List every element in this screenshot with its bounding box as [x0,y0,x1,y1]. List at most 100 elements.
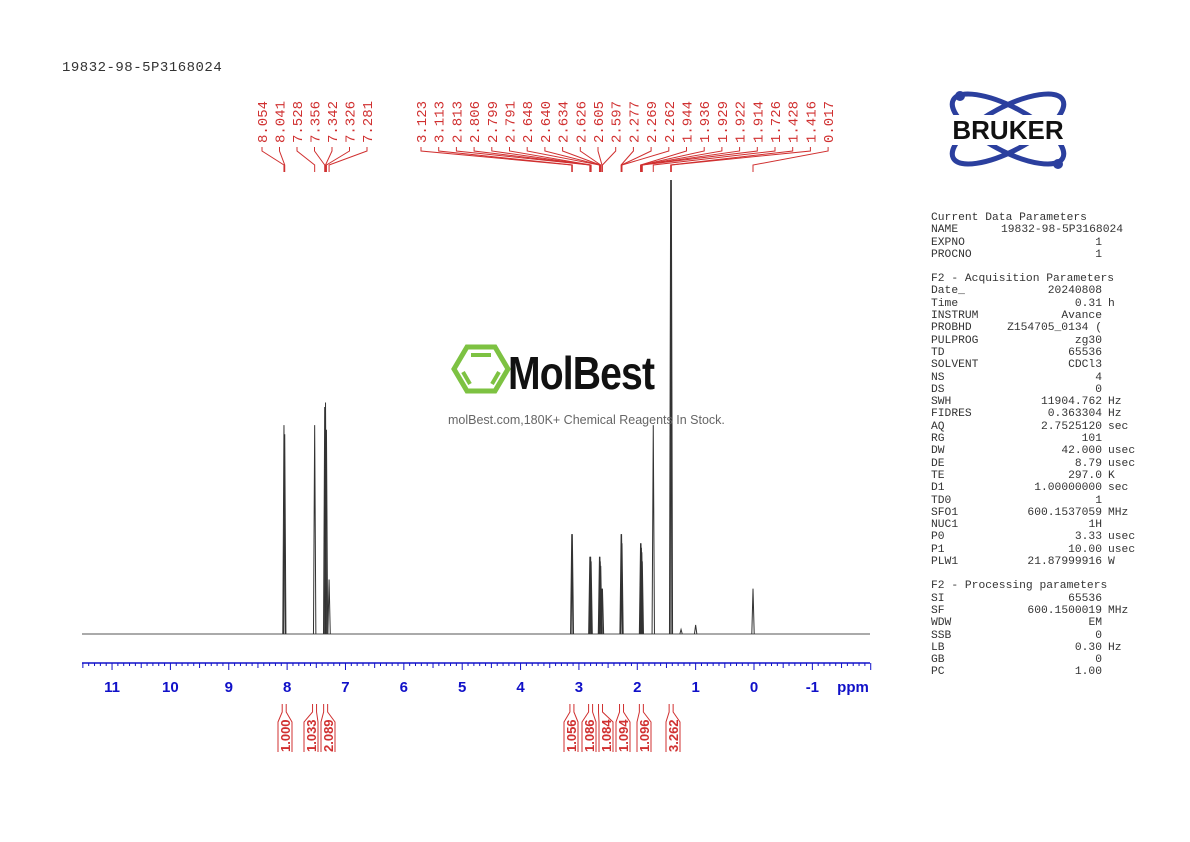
spectrum-peak [751,588,755,635]
parameter-value: 11904.762 [1040,396,1102,409]
parameter-row: NUC1 1H [931,519,1135,531]
parameter-unit: sec [1108,482,1129,495]
parameter-unit [1102,519,1108,531]
parameter-name: P0 [931,531,945,544]
peak-label: 1.922 [734,101,750,143]
peak-label: 1.914 [751,101,767,143]
peak-label: 2.262 [663,101,679,143]
parameter-value: 42.000 [1061,445,1102,458]
peak-label: 1.944 [681,101,697,143]
parameter-name: PROBHD [931,322,972,335]
peak-label-connector [579,147,602,172]
parameter-name: EXPNO [931,236,965,249]
parameter-row: GB 0 [931,654,1135,666]
parameter-name: DE [931,457,945,470]
spectrum-peak [620,543,624,635]
parameter-unit [1102,666,1108,678]
parameter-row: SF 600.1500019 MHz [931,605,1135,617]
parameter-unit [1102,237,1108,249]
parameter-name: PULPROG [931,334,979,347]
molbest-name: MolBest [508,347,655,399]
parameter-row: TD 65536 [931,347,1135,359]
parameter-row: D1 1.00000000 sec [931,482,1135,494]
spectrum-peak [324,429,329,635]
parameter-name: Date_ [931,285,965,298]
peak-label: 1.428 [787,101,803,143]
peak-label-connector [325,147,333,172]
integral-value: 1.084 [599,719,614,752]
parameter-name: SSB [931,629,952,642]
parameter-row: DS 0 [931,384,1135,396]
spectrum-peak [589,561,593,635]
spectrum-peak [282,425,286,635]
section-heading: F2 - Acquisition Parameters [931,273,1115,286]
parameter-unit [1102,224,1108,236]
parameter-value: 1 [1095,248,1102,261]
parameter-unit: usec [1108,543,1136,556]
parameter-row: LB 0.30 Hz [931,642,1135,654]
peak-label: 2.791 [504,101,520,143]
parameter-row: AQ 2.7525120 sec [931,421,1135,433]
parameter-value: 0.30 [1074,641,1102,654]
parameter-section: F2 - Processing parameters SI 65536 SF 600.1… [931,580,1135,678]
parameter-value: Avance [1061,310,1102,323]
parameter-unit: usec [1108,531,1136,544]
tick-label: 2 [633,679,641,696]
integral-bracket [581,704,597,752]
parameter-row: Date_ 20240808 [931,285,1135,297]
tick-label: 6 [400,679,408,696]
parameter-unit [1102,495,1108,507]
spectrum-peak [679,627,683,635]
section-heading: Current Data Parameters [931,212,1087,224]
parameter-row: SSB 0 [931,630,1135,642]
peak-label: 2.799 [486,101,502,143]
peak-label: 2.626 [574,101,590,143]
peak-label-connector [261,147,285,172]
parameter-value: 20240808 [1047,285,1102,298]
parameter-section: F2 - Acquisition Parameters Date_ 20240808… [931,273,1135,568]
parameter-row: DW 42.000 usec [931,445,1135,457]
parameter-unit: MHz [1108,604,1129,617]
peak-label-connector [652,147,776,172]
parameter-value: 10.00 [1068,543,1102,556]
parameter-unit [1102,249,1108,261]
parameter-row: PC 1.00 [931,666,1135,678]
peak-label-connector [328,147,368,172]
integral-value: 1.000 [278,719,293,752]
parameter-value: 1.00000000 [1034,482,1102,495]
parameter-row: Time 0.31 h [931,298,1135,310]
peak-label: 2.597 [610,101,626,143]
peak-label-connector [509,147,592,172]
parameter-unit [1102,347,1108,359]
parameter-name: INSTRUM [931,310,979,323]
parameter-row: PULPROG zg30 [931,335,1135,347]
spectrum-peak [570,534,575,635]
parameter-name: LB [931,641,945,654]
parameter-unit [1102,654,1108,666]
peak-label: 2.605 [592,101,608,143]
spectrum-peak [640,561,644,635]
parameter-value: 101 [1081,433,1102,446]
bruker-logo-text: BRUKER [952,115,1063,145]
tick-label: 4 [516,679,525,696]
parameter-row: NS 4 [931,372,1135,384]
peak-label: 1.929 [716,101,732,143]
parameter-value: zg30 [1074,334,1102,347]
integral-bracket [636,704,652,752]
spectrum-peak [283,434,287,635]
peak-label-connector [670,147,811,172]
parameter-row: SOLVENT CDCl3 [931,359,1135,371]
parameter-value: 65536 [1068,592,1102,605]
parameter-value: 297.0 [1068,469,1102,482]
parameter-value: 1 [1095,236,1102,249]
peak-label: 2.269 [645,101,661,143]
parameter-section: Current Data Parameters NAME 19832-98-5P31… [931,212,1135,261]
integral-value: 1.033 [304,719,319,752]
parameter-name: DW [931,445,945,458]
parameter-unit [1102,433,1108,445]
parameter-value: 21.87999916 [1027,556,1102,569]
parameter-value: 19832-98-5P3168024 [1001,224,1124,237]
parameter-row: P1 10.00 usec [931,544,1135,556]
parameter-name: NUC1 [931,519,959,532]
